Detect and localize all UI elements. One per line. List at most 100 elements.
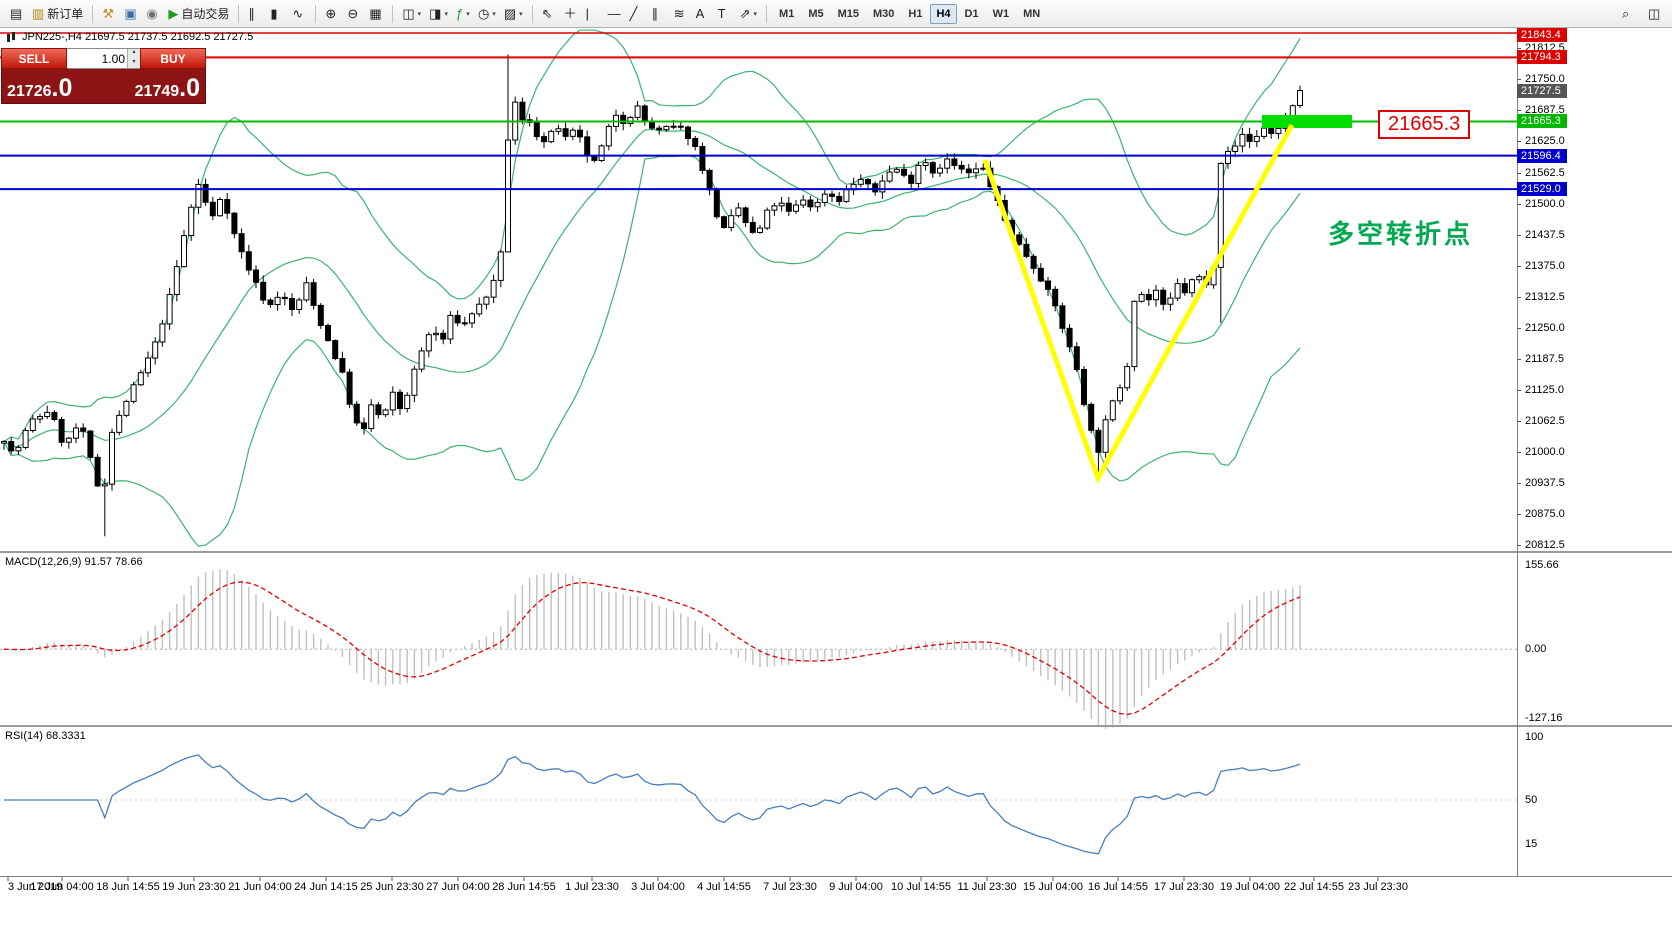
templates-button[interactable]: ▨ ▾ (500, 3, 527, 25)
indicators-icon: ƒ (455, 6, 464, 21)
candle (1160, 289, 1167, 305)
candle (1, 441, 7, 444)
candle (1268, 127, 1275, 134)
timeframe-m1[interactable]: M1 (773, 4, 800, 24)
arrows-button[interactable]: ⇗ ▾ (736, 3, 761, 25)
time-label: 1 Jul 23:30 (565, 881, 619, 893)
price-tick-mark (1517, 296, 1521, 298)
candle (620, 114, 627, 125)
price-alert-label[interactable]: 21665.3 (1378, 110, 1471, 139)
sell-price-frac: .0 (51, 74, 73, 102)
candle (454, 314, 461, 324)
candle (94, 456, 101, 487)
text-button[interactable]: A (692, 3, 714, 25)
price-badge-21843.4: 21843.4 (1517, 28, 1567, 42)
timeframe-w1[interactable]: W1 (987, 4, 1016, 24)
candle (1174, 283, 1181, 299)
price-tick: 21250.0 (1525, 321, 1565, 334)
trendline-button[interactable]: ╱ (626, 3, 648, 25)
periods-button[interactable]: ◷ ▾ (474, 3, 500, 25)
candle (706, 169, 713, 191)
search-button[interactable]: ⌕ (1618, 3, 1640, 25)
news-icon: ◉ (146, 6, 158, 21)
toolbar: ▤ ▥ 新订单 ⚒ ▣ ◉ ▶ 自动交易 ∥ ▮ ∿ ⊕ ⊖ ▦ ◫ ▾ ◨ ▾ ƒ ▾ ◷ ▾ ▨ ▾ ⇖ ＋ | ― ╱ ∥ ≋ A T ⇗ ▾… (0, 0, 1672, 28)
resistance-highlight[interactable] (1262, 114, 1352, 128)
news-button[interactable]: ◉ (142, 3, 164, 25)
channel-button[interactable]: ∥ (648, 3, 670, 25)
candle (1066, 327, 1073, 348)
window-button[interactable]: ◫ (1644, 3, 1666, 25)
trendline-icon: ╱ (629, 6, 638, 21)
candle (742, 207, 749, 224)
price-tick: 21000.0 (1525, 445, 1565, 458)
volume-down-icon[interactable]: ▾ (128, 58, 140, 68)
terminal-button[interactable]: ▣ (120, 3, 142, 25)
candle (1138, 294, 1145, 302)
sell-button[interactable]: SELL (1, 48, 67, 69)
candlestick-chart-button[interactable]: ▮ (266, 3, 288, 25)
candle (15, 446, 22, 452)
crosshair-button[interactable]: ＋ (560, 3, 582, 25)
panel-splitter-rsi[interactable] (0, 725, 1672, 727)
price-scale[interactable]: 21812.5 21750.0 21687.5 21625.0 21562.5 21500… (1517, 28, 1672, 876)
vertical-line-button[interactable]: | (582, 3, 604, 25)
volume-spinner[interactable]: ▴ ▾ (127, 49, 140, 68)
candle (541, 136, 547, 143)
bar-chart-icon: ∥ (248, 6, 255, 21)
charts-bar-icon: ▤ (10, 6, 23, 21)
buy-price[interactable]: 21749.0 (135, 76, 200, 101)
fibonacci-button[interactable]: ≋ (670, 3, 692, 25)
timeframe-mn[interactable]: MN (1017, 4, 1046, 24)
candle (1124, 366, 1131, 389)
tile-windows-icon: ▦ (369, 6, 382, 21)
candle (649, 121, 655, 129)
time-label: 25 Jun 23:30 (360, 881, 424, 893)
sell-price[interactable]: 21726.0 (7, 74, 73, 102)
fibonacci-icon: ≋ (673, 6, 685, 21)
price-tick-mark (1517, 327, 1521, 329)
buy-button[interactable]: BUY (140, 48, 206, 69)
timeframe-h4[interactable]: H4 (930, 3, 957, 24)
candle (1045, 280, 1051, 290)
timeframe-m15[interactable]: M15 (832, 4, 865, 24)
candle (238, 233, 245, 253)
zoom-in-button[interactable]: ⊕ (321, 3, 343, 25)
dropdown-caret-icon: ▾ (444, 10, 448, 18)
candle (497, 251, 504, 281)
volume-up-icon[interactable]: ▴ (128, 49, 140, 59)
charts-bar-button[interactable]: ▤ (6, 3, 28, 25)
rsi-scale-label: 100 (1525, 731, 1544, 743)
bar-chart-button[interactable]: ∥ (244, 3, 266, 25)
horizontal-line-button[interactable]: ― (604, 3, 626, 25)
volume-input[interactable] (67, 49, 127, 68)
timeframe-m30[interactable]: M30 (867, 4, 900, 24)
cursor-button[interactable]: ⇖ (538, 3, 560, 25)
new-order-button[interactable]: ▥ 新订单 (28, 3, 87, 25)
time-label: 28 Jun 14:55 (492, 881, 556, 893)
candle (152, 341, 159, 359)
candle (1239, 133, 1246, 147)
zoom-out-button[interactable]: ⊖ (343, 3, 365, 25)
candle (836, 195, 843, 202)
label-button[interactable]: T (714, 3, 736, 25)
timeframe-h1[interactable]: H1 (902, 4, 928, 24)
v-shape-trendlines[interactable] (982, 123, 1295, 485)
candle (937, 167, 943, 174)
metaeditor-button[interactable]: ⚒ (98, 3, 120, 25)
new-chart-button[interactable]: ◫ ▾ (398, 3, 425, 25)
price-chart[interactable] (0, 28, 1517, 951)
autotrading-icon: ▶ (168, 6, 179, 21)
panel-splitter-macd[interactable] (0, 551, 1672, 553)
profiles-button[interactable]: ◨ ▾ (425, 3, 452, 25)
timeframe-d1[interactable]: D1 (959, 4, 985, 24)
candle (1232, 145, 1239, 152)
chart-symbol-icon (7, 32, 15, 42)
tile-windows-button[interactable]: ▦ (365, 3, 387, 25)
time-axis[interactable]: 3 Jun 2019 17 Jun 04:00 18 Jun 14:55 19 Jun… (0, 881, 1517, 897)
timeframe-m5[interactable]: M5 (802, 4, 829, 24)
toolbar-separator (92, 4, 94, 23)
candle (562, 128, 569, 137)
indicators-button[interactable]: ƒ ▾ (452, 3, 474, 25)
autotrading-button[interactable]: ▶ 自动交易 (164, 3, 233, 25)
line-chart-button[interactable]: ∿ (288, 3, 310, 25)
